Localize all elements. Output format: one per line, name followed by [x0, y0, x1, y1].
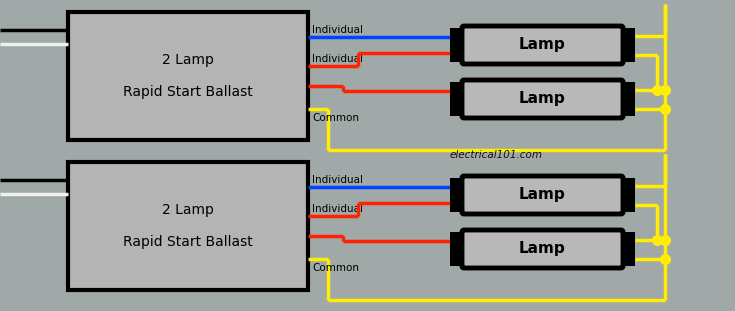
- Text: 2 Lamp

Rapid Start Ballast: 2 Lamp Rapid Start Ballast: [123, 53, 253, 99]
- Bar: [450, 178, 464, 212]
- Bar: [68, 12, 308, 140]
- FancyBboxPatch shape: [462, 26, 623, 64]
- Bar: [621, 82, 635, 116]
- Bar: [68, 162, 308, 290]
- Bar: [621, 178, 635, 212]
- Bar: [621, 28, 635, 62]
- Text: Individual: Individual: [312, 54, 363, 64]
- Text: Lamp: Lamp: [519, 38, 566, 53]
- Text: Individual: Individual: [312, 26, 363, 35]
- FancyBboxPatch shape: [462, 176, 623, 214]
- FancyBboxPatch shape: [462, 230, 623, 268]
- Bar: [450, 28, 464, 62]
- Bar: [450, 82, 464, 116]
- Bar: [621, 232, 635, 266]
- Text: Individual: Individual: [312, 204, 363, 214]
- Text: Common: Common: [312, 263, 359, 273]
- Text: Lamp: Lamp: [519, 242, 566, 257]
- Text: electrical101.com: electrical101.com: [450, 150, 543, 160]
- Text: 2 Lamp

Rapid Start Ballast: 2 Lamp Rapid Start Ballast: [123, 203, 253, 249]
- Bar: [450, 232, 464, 266]
- Text: Lamp: Lamp: [519, 91, 566, 106]
- FancyBboxPatch shape: [462, 80, 623, 118]
- Text: Common: Common: [312, 113, 359, 123]
- Text: Individual: Individual: [312, 175, 363, 185]
- Text: Lamp: Lamp: [519, 188, 566, 202]
